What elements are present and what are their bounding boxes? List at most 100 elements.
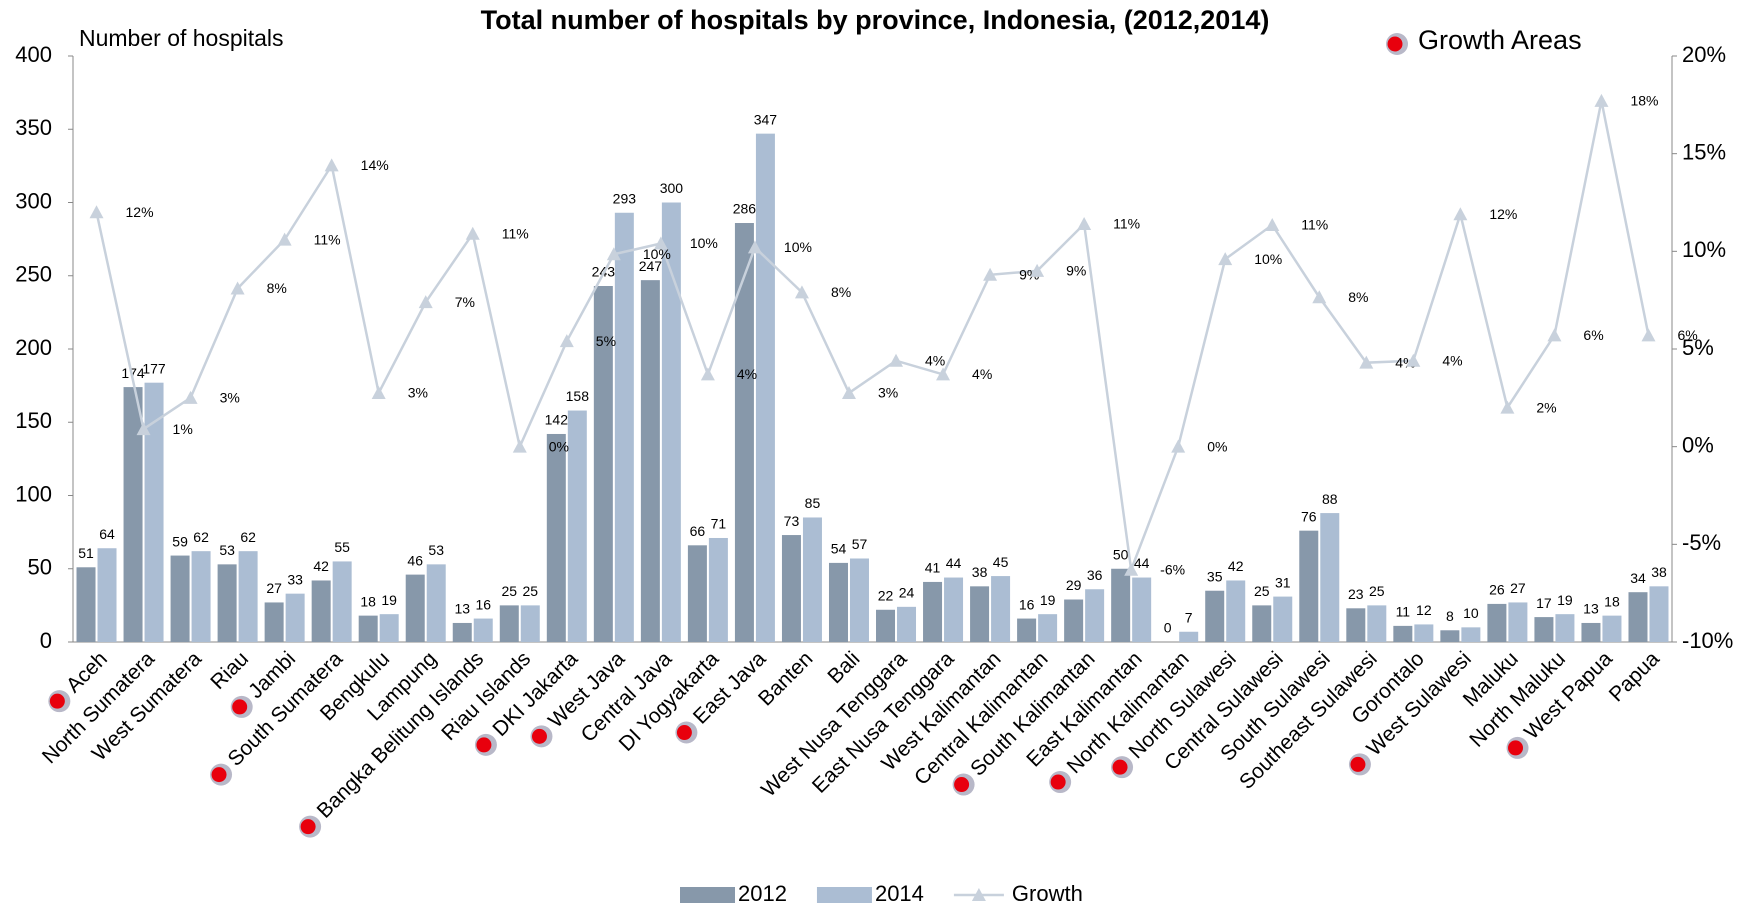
line-label: 10% [1254, 251, 1282, 267]
line-marker [747, 240, 762, 254]
bar-label: 293 [613, 190, 637, 206]
line-marker [277, 232, 292, 246]
bar-label: 18 [360, 593, 376, 609]
line-marker [1594, 93, 1609, 107]
bar [405, 574, 425, 642]
bar-label: 66 [690, 523, 706, 539]
line-label: 4% [972, 366, 992, 382]
bar [734, 223, 754, 642]
legend-label: 2014 [875, 881, 924, 906]
bar-label: 19 [1557, 592, 1573, 608]
bar [1273, 596, 1293, 642]
line-marker [1500, 400, 1515, 414]
bar-label: 26 [1489, 582, 1505, 598]
line-marker [183, 390, 198, 404]
growth-areas-legend: Growth Areas [1418, 25, 1582, 55]
line-label: -6% [1160, 561, 1185, 577]
line-marker [936, 367, 951, 381]
bar-label: 18 [1604, 593, 1620, 609]
growth-area-dot [531, 728, 547, 744]
bar [970, 586, 990, 642]
bar [264, 602, 284, 642]
bar-label: 8 [1446, 608, 1454, 624]
bar [238, 551, 258, 642]
y-tick-label: 350 [15, 115, 52, 140]
bar-label: 22 [878, 587, 894, 603]
bar-label: 17 [1536, 595, 1552, 611]
line-marker [465, 226, 480, 240]
line-label: 12% [1489, 206, 1517, 222]
bar [1064, 599, 1084, 642]
bar-label: 41 [925, 560, 941, 576]
bar-label: 46 [407, 552, 423, 568]
line-marker [794, 285, 809, 299]
bar [991, 576, 1011, 642]
line-marker [841, 385, 856, 399]
bar-label: 25 [522, 583, 538, 599]
y2-tick-label: 5% [1682, 335, 1714, 360]
bar-label: 0 [1164, 620, 1172, 636]
bar-label: 34 [1630, 570, 1646, 586]
bar [876, 609, 896, 642]
line-label: 14% [361, 157, 389, 173]
bar [123, 387, 143, 642]
line-marker [371, 385, 386, 399]
y2-tick-label: -10% [1682, 628, 1733, 653]
legend-marker [971, 888, 986, 901]
line-label: 8% [267, 280, 287, 296]
growth-area-dot [954, 777, 970, 793]
bar [1179, 631, 1199, 642]
growth-area-dot [1350, 756, 1366, 772]
bar-label: 44 [946, 555, 962, 571]
line-marker [1312, 290, 1327, 304]
line-label: 2% [1536, 399, 1556, 415]
bar [285, 593, 305, 642]
bar [781, 535, 801, 642]
bar [1628, 592, 1648, 642]
growth-area-dot [1050, 774, 1066, 790]
bar-label: 286 [733, 201, 757, 217]
line-marker [559, 334, 574, 348]
bar-label: 45 [993, 554, 1009, 570]
line [95, 100, 1650, 571]
line-label: 11% [502, 225, 529, 241]
legend-label: Growth [1012, 881, 1083, 906]
bar-label: 16 [1019, 596, 1035, 612]
line-marker [1124, 562, 1139, 576]
line-label: 7% [455, 294, 475, 310]
bar [1393, 625, 1413, 642]
growth-area-dot [1112, 759, 1128, 775]
bar-label: 62 [193, 529, 209, 545]
line-marker [1641, 328, 1656, 342]
bar-label: 53 [219, 542, 235, 558]
bar [358, 615, 378, 642]
line-label: 9% [1066, 263, 1086, 279]
bar [1226, 580, 1246, 642]
line-marker [1406, 353, 1421, 367]
growth-area-dot [300, 819, 316, 835]
x-tick-label: Papua [1605, 647, 1664, 706]
bar-label: 29 [1066, 577, 1082, 593]
bar [944, 577, 964, 642]
bar-label: 24 [899, 585, 915, 601]
line-label: 6% [1677, 327, 1697, 343]
line-marker [324, 158, 339, 172]
line-marker [1453, 207, 1468, 221]
chart-title: Total number of hospitals by province, I… [481, 5, 1270, 35]
bar [144, 382, 164, 642]
bar-label: 158 [566, 388, 590, 404]
bar [687, 545, 707, 642]
line-label: 10% [690, 235, 718, 251]
bar-label: 13 [454, 601, 470, 617]
bar-label: 38 [972, 564, 988, 580]
bar [76, 567, 96, 642]
growth-area-dot [676, 725, 692, 741]
line-label: 4% [1442, 352, 1462, 368]
bar-label: 53 [428, 542, 444, 558]
line-marker [230, 281, 245, 295]
bar-label: 174 [121, 365, 145, 381]
bar [1534, 617, 1554, 642]
bar-label: 7 [1185, 609, 1193, 625]
y-tick-label: 250 [15, 262, 52, 287]
line-marker [1171, 439, 1186, 453]
